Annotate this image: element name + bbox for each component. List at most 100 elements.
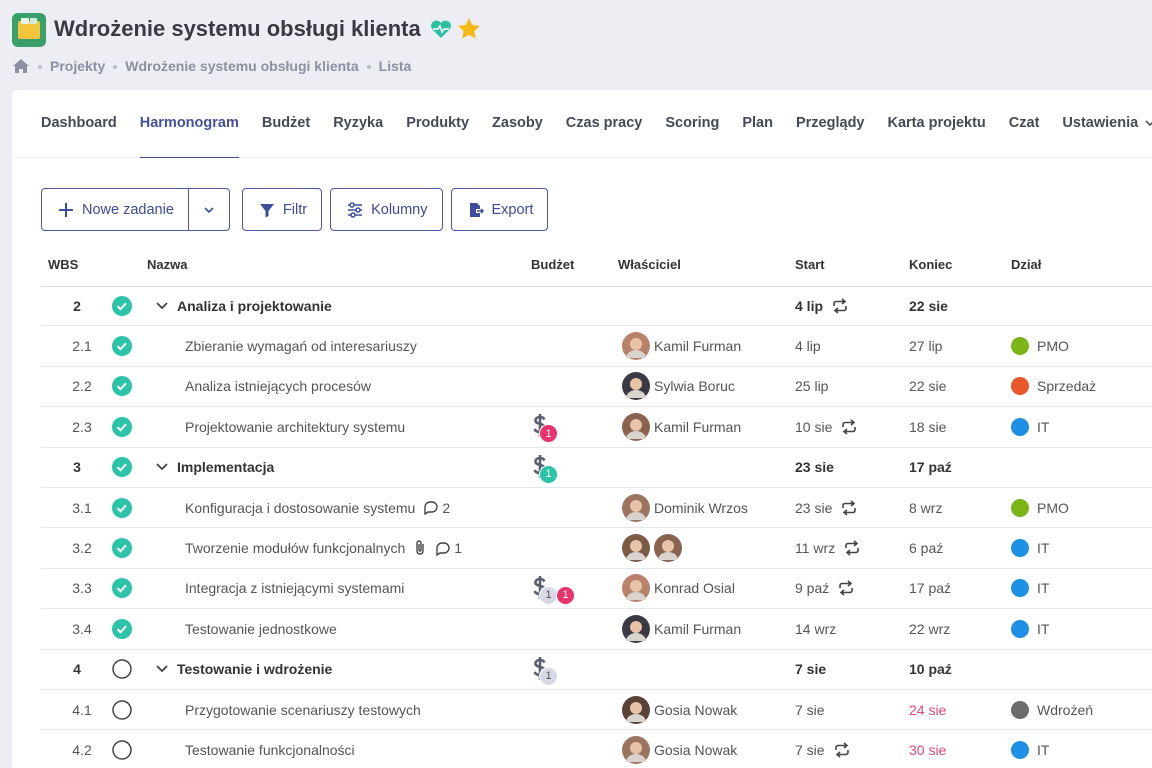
owner-name[interactable]: Gosia Nowak [654, 701, 738, 718]
column-header: Właściciel [618, 257, 681, 272]
task-name[interactable]: Analiza istniejących procesów [185, 378, 371, 395]
status-done-part [112, 295, 132, 316]
group-row[interactable]: 2 Analiza i projektowanie 4 lip 22 sie [41, 286, 1152, 327]
tab[interactable]: Budżet [262, 113, 310, 158]
start-cell: 23 sie [795, 448, 834, 487]
task-row[interactable]: 2.2 Analiza istniejących procesów Sylwia B… [41, 367, 1152, 408]
owner-name[interactable]: Gosia Nowak [654, 742, 738, 759]
task-name[interactable]: Testowanie i wdrożenie [177, 661, 333, 678]
tab[interactable]: Czat [1009, 113, 1040, 158]
tab[interactable]: Ryzyka [333, 113, 383, 158]
start-date: 10 sie [795, 418, 833, 435]
toolbar-button[interactable]: Export [450, 188, 549, 231]
task-name[interactable]: Projektowanie architektury systemu [185, 418, 406, 435]
breadcrumb-separator [113, 64, 118, 69]
tab[interactable]: Plan [742, 113, 773, 158]
task-name[interactable]: Testowanie funkcjonalności [185, 742, 355, 759]
button-icon-part [348, 201, 363, 218]
breadcrumb-link[interactable]: Wdrożenie systemu obsługi klienta [125, 58, 359, 74]
status-cell [112, 407, 132, 446]
task-row[interactable]: 4.1 Przygotowanie scenariuszy testowych Go… [41, 690, 1152, 731]
collapse-chevron-part [156, 302, 168, 309]
avatar-part [622, 332, 650, 361]
name-cell: Testowanie i wdrożenie [155, 650, 332, 689]
owner-name[interactable]: Sylwia Boruc [654, 378, 735, 395]
owner-name[interactable]: Dominik Wrzos [654, 499, 748, 516]
tab[interactable]: Ustawienia [1062, 113, 1152, 158]
group-row[interactable]: 3 Implementacja 1 23 sie 17 paź [41, 448, 1152, 488]
tab[interactable]: Dashboard [41, 113, 117, 158]
breadcrumb-separator-part [113, 64, 118, 69]
toolbar-button[interactable]: Kolumny [330, 188, 443, 231]
status-open-part [112, 699, 132, 720]
button-icon [58, 202, 74, 218]
tab-label: Harmonogram [139, 115, 239, 131]
end-cell: 17 paź [909, 448, 952, 487]
owner-name[interactable]: Konrad Osial [654, 580, 735, 597]
task-row[interactable]: 4.2 Testowanie funkcjonalności Gosia Nowak… [41, 730, 1152, 768]
start-date: 7 sie [795, 661, 827, 678]
task-name[interactable]: Analiza i projektowanie [177, 297, 332, 314]
split-dropdown[interactable] [187, 189, 229, 230]
task-row[interactable]: 3.4 Testowanie jednostkowe Kamil Furman 14 … [41, 609, 1152, 650]
owner-name[interactable]: Kamil Furman [654, 620, 742, 637]
status-done [112, 416, 132, 437]
button-label: Nowe zadanie [82, 201, 174, 218]
status-done-part [112, 416, 132, 437]
breadcrumb: Projekty Wdrożenie systemu obsługi klient… [12, 58, 411, 74]
tab[interactable]: Karta projektu [887, 113, 985, 158]
avatar-part [630, 378, 642, 391]
task-name[interactable]: Integracja z istniejącymi systemami [185, 580, 405, 597]
end-cell: 24 sie [909, 690, 946, 729]
task-row[interactable]: 3.2 Tworzenie modułów funkcjonalnych 1 11 w… [41, 528, 1152, 569]
end-cell: 22 sie [909, 286, 948, 325]
task-row[interactable]: 3.3 Integracja z istniejącymi systemami 1 1… [41, 569, 1152, 610]
status-done-part [116, 504, 127, 513]
task-row[interactable]: 2.3 Projektowanie architektury systemu 1 Ka… [41, 407, 1152, 448]
task-name[interactable]: Implementacja [177, 459, 275, 476]
tab[interactable]: Przeglądy [796, 113, 865, 158]
button-label: Export [491, 201, 534, 218]
owner-name[interactable]: Kamil Furman [654, 418, 742, 435]
task-row[interactable]: 2.1 Zbieranie wymagań od interesariuszy Ka… [41, 326, 1152, 367]
tab[interactable]: Produkty [406, 113, 469, 158]
department-dot [1011, 498, 1029, 517]
status-done-part [112, 376, 132, 397]
tab[interactable]: Zasoby [492, 113, 543, 158]
status-cell [112, 367, 132, 406]
avatar-part [630, 580, 642, 593]
wbs: 3.2 [72, 540, 92, 557]
department-name: PMO [1037, 338, 1069, 355]
task-name[interactable]: Konfiguracja i dostosowanie systemu [185, 499, 416, 516]
tab-label: Czat [1008, 115, 1040, 131]
toolbar-button[interactable]: Nowe zadanie [41, 188, 230, 231]
attachment-icon-part [416, 540, 424, 555]
column-header: WBS [48, 257, 79, 272]
task-name[interactable]: Zbieranie wymagań od interesariuszy [185, 338, 417, 355]
breadcrumb-link[interactable]: Projekty [50, 58, 106, 74]
task-name[interactable]: Tworzenie modułów funkcjonalnych [185, 540, 406, 557]
start-cell: 4 lip [795, 326, 821, 365]
task-row[interactable]: 3.1 Konfiguracja i dostosowanie systemu 2 D… [41, 488, 1152, 529]
task-name[interactable]: Testowanie jednostkowe [185, 620, 337, 637]
page-title-text: Wdrożenie systemu obsługi klienta [54, 16, 421, 41]
status-done [112, 295, 132, 316]
column-header: Nazwa [147, 257, 188, 272]
owner-name[interactable]: Kamil Furman [654, 338, 742, 355]
status-open-part [112, 740, 132, 760]
breadcrumb-link[interactable]: Lista [378, 58, 412, 74]
task-name[interactable]: Przygotowanie scenariuszy testowych [185, 701, 421, 718]
wbs-cell: 2.1 [57, 326, 107, 365]
comment-icon [435, 541, 451, 556]
toolbar-button[interactable]: Filtr [241, 188, 323, 231]
avatar-part [662, 540, 674, 553]
avatar-part [622, 614, 650, 643]
recurring-icon-part [842, 419, 857, 435]
tab[interactable]: Czas pracy [566, 113, 643, 158]
group-row[interactable]: 4 Testowanie i wdrożenie 1 7 sie 10 paź [41, 650, 1152, 690]
tab[interactable]: Scoring [665, 113, 719, 158]
button-icon-part [350, 211, 356, 218]
status-done [112, 376, 132, 397]
wbs: 3 [73, 459, 81, 476]
tab[interactable]: Harmonogram [139, 113, 239, 158]
